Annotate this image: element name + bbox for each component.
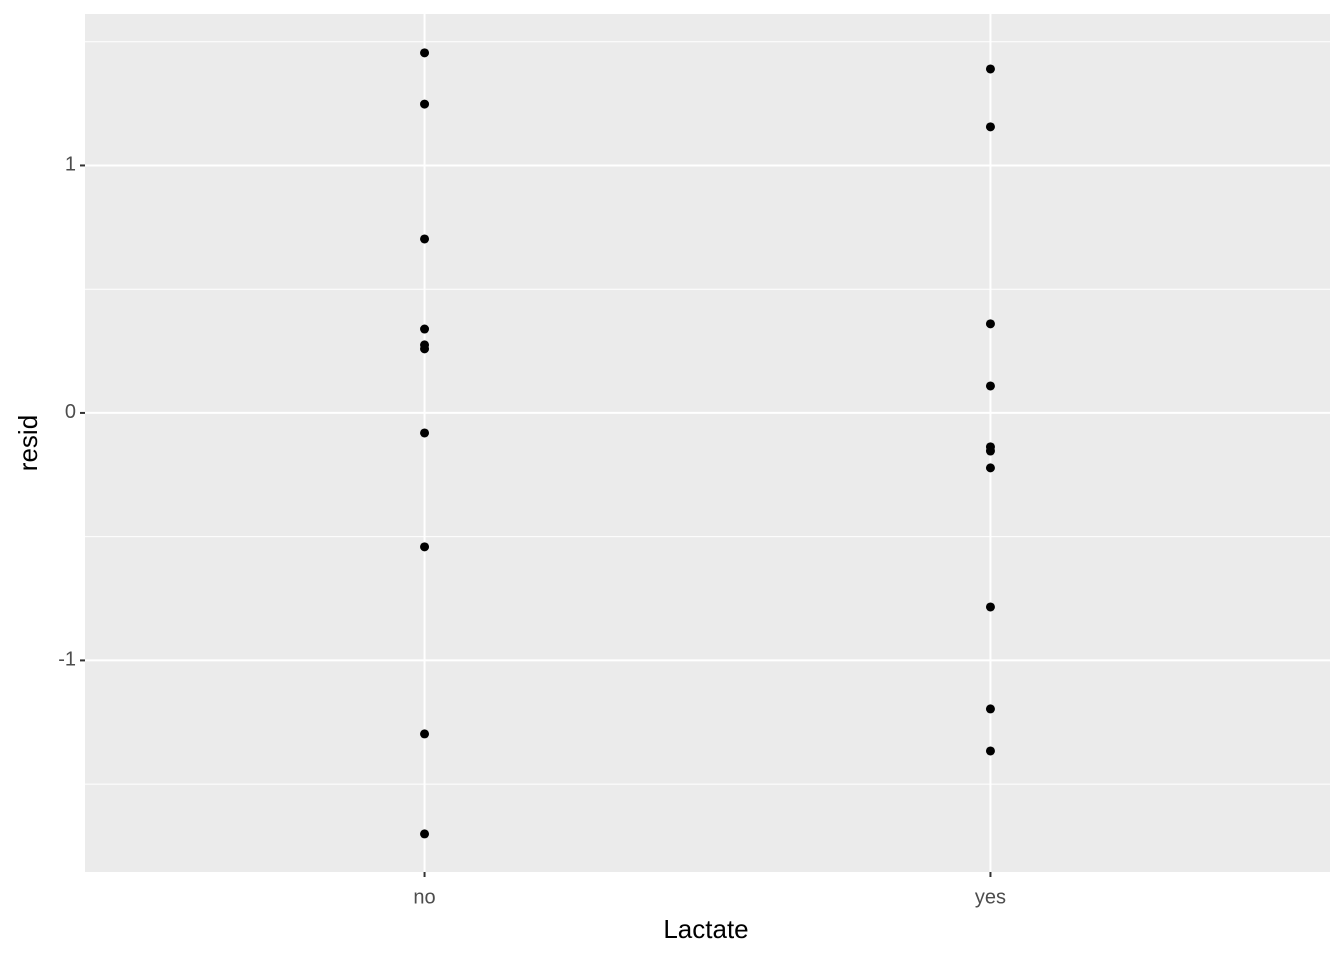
point	[985, 64, 995, 74]
point	[420, 829, 430, 839]
y-tick-label: -1	[58, 649, 76, 671]
point	[985, 319, 995, 329]
point	[985, 381, 995, 391]
x-tick-label: no	[413, 886, 435, 908]
point	[985, 746, 995, 756]
panel	[85, 14, 1330, 872]
point	[420, 234, 430, 244]
point	[420, 428, 430, 438]
y-axis-title: resid	[13, 415, 43, 471]
point	[420, 729, 430, 739]
point	[985, 122, 995, 132]
point	[420, 324, 430, 334]
y-tick-label: 1	[65, 154, 76, 176]
point	[985, 463, 995, 473]
y-tick-label: 0	[65, 401, 76, 423]
point	[420, 99, 430, 109]
x-axis-title: Lactate	[663, 914, 748, 944]
point	[420, 542, 430, 552]
point	[420, 48, 430, 58]
point	[420, 344, 430, 354]
point	[985, 446, 995, 456]
point	[985, 704, 995, 714]
point	[985, 602, 995, 612]
x-tick-label: yes	[975, 886, 1006, 908]
